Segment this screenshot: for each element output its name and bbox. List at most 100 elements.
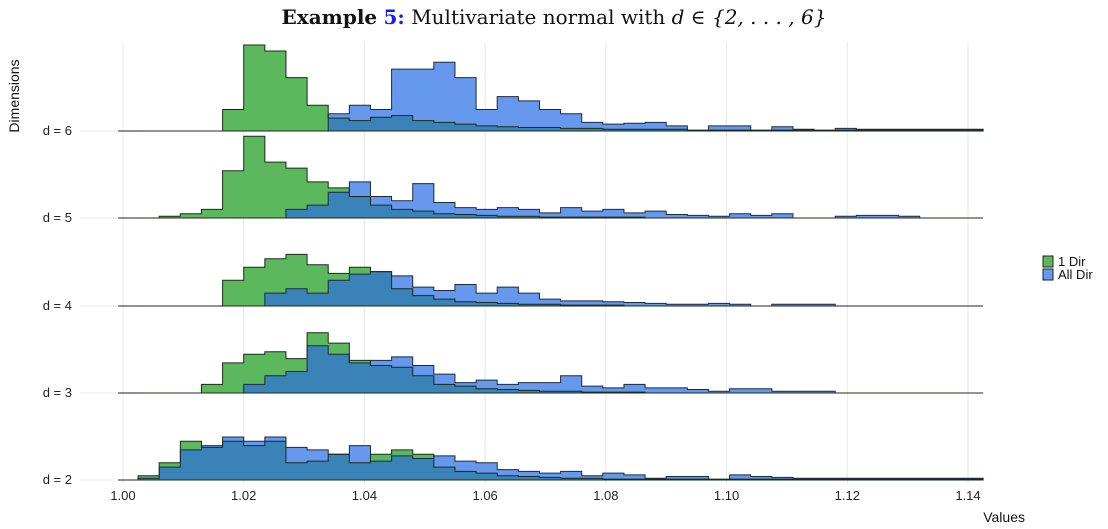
- overlap-bin-0-21: [581, 128, 604, 131]
- histogram-rows: [118, 44, 984, 481]
- x-tick-label-3: 1.06: [472, 488, 497, 503]
- overlap-bin-4-2: [180, 449, 202, 480]
- overlap-bin-3-15: [454, 386, 477, 393]
- legend-label-1: All Dir: [1058, 267, 1093, 282]
- one-dir-outline-2: [138, 253, 984, 307]
- overlap-bin-0-9: [328, 118, 350, 131]
- title-math: d ∈ {2, . . . , 6}: [671, 5, 827, 29]
- overlap-bin-1-18: [518, 216, 540, 218]
- overlap-bin-0-13: [412, 120, 435, 131]
- overlap-bin-3-6: [264, 375, 287, 393]
- overlap-bin-4-21: [581, 478, 604, 480]
- overlap-bin-1-10: [349, 196, 371, 218]
- overlap-bin-3-13: [412, 375, 435, 393]
- overlap-bin-2-19: [539, 304, 561, 306]
- y-tick-label-4: d = 2: [43, 472, 72, 487]
- overlap-bin-1-15: [454, 214, 477, 218]
- overlap-bin-0-11: [370, 117, 392, 131]
- x-tick-label-4: 1.08: [593, 488, 618, 503]
- overlap-bin-2-17: [497, 303, 519, 306]
- overlap-bin-2-13: [412, 295, 435, 306]
- overlap-bin-3-20: [560, 391, 583, 393]
- all-dir-outline-3: [138, 345, 984, 394]
- overlap-bin-0-10: [349, 120, 371, 131]
- x-tick-label-0: 1.00: [110, 488, 135, 503]
- overlap-bin-2-16: [476, 302, 498, 306]
- overlap-bin-1-14: [433, 213, 456, 218]
- overlap-bin-0-16: [476, 125, 498, 131]
- one-dir-outline-3: [138, 332, 984, 394]
- overlap-bin-4-20: [560, 478, 583, 480]
- overlap-bin-4-6: [264, 441, 287, 480]
- title-text: Multivariate normal with: [411, 5, 666, 29]
- title-reference-link[interactable]: 5:: [383, 5, 405, 29]
- y-tick-label-0: d = 6: [43, 123, 72, 138]
- overlap-bin-4-16: [476, 473, 498, 480]
- histogram-row-0: [118, 44, 984, 132]
- all-dir-outline-1: [138, 181, 984, 219]
- overlap-bin-0-17: [497, 126, 519, 131]
- legend-label-0: 1 Dir: [1058, 254, 1086, 269]
- x-tick-label-5: 1.10: [714, 488, 739, 503]
- overlap-bin-4-8: [307, 461, 329, 480]
- legend-swatch-0: [1042, 255, 1054, 268]
- overlap-bin-0-23: [623, 129, 646, 131]
- overlap-bin-1-9: [328, 192, 350, 218]
- overlap-bin-4-0: [138, 478, 160, 480]
- overlap-bin-3-10: [349, 362, 371, 393]
- overlap-bin-4-7: [285, 462, 308, 480]
- all-dir-outline-2: [138, 271, 984, 307]
- x-tick-label-1: 1.02: [231, 488, 256, 503]
- overlap-bin-2-15: [454, 301, 477, 306]
- overlap-bin-3-11: [370, 365, 392, 393]
- overlap-bin-2-11: [370, 271, 392, 306]
- overlap-bin-3-8: [307, 345, 329, 393]
- overlap-bin-0-18: [518, 127, 540, 131]
- overlap-bin-4-14: [433, 467, 456, 480]
- overlap-bin-4-9: [328, 454, 350, 480]
- y-tick-label-3: d = 3: [43, 385, 72, 400]
- y-axis-title: Dimensions: [6, 59, 22, 132]
- overlap-bin-4-1: [159, 467, 181, 480]
- x-axis: 1.00 1.02 1.04 1.06 1.08 1.10 1.12 1.14: [110, 488, 980, 503]
- overlap-bin-1-8: [307, 205, 329, 218]
- overlap-bin-3-12: [391, 367, 414, 393]
- chart-title: Example 5: Multivariate normal with d ∈ …: [0, 5, 1108, 29]
- legend-swatch-1: [1042, 268, 1054, 281]
- overlap-bin-0-20: [560, 128, 583, 131]
- overlap-bin-2-6: [264, 293, 287, 306]
- overlap-bin-2-9: [328, 280, 350, 306]
- histogram-row-1: [118, 135, 984, 219]
- overlap-bin-2-14: [433, 299, 456, 306]
- overlap-bin-3-17: [497, 389, 519, 393]
- overlap-bin-0-15: [454, 124, 477, 131]
- overlap-bin-4-5: [243, 445, 266, 480]
- title-bold: Example: [281, 5, 378, 29]
- overlap-bin-3-5: [243, 384, 266, 393]
- overlap-bin-3-18: [518, 390, 540, 393]
- one-dir-outline-1: [138, 135, 984, 219]
- overlap-bin-1-11: [370, 205, 392, 218]
- histogram-row-4: [118, 436, 984, 481]
- y-axis: d = 6 d = 5 d = 4 d = 3 d = 2: [43, 123, 72, 487]
- histogram-row-2: [118, 253, 984, 307]
- overlap-bin-2-7: [285, 288, 308, 306]
- overlap-bin-0-22: [602, 129, 625, 131]
- overlap-bin-3-14: [433, 384, 456, 393]
- overlap-bin-0-25: [666, 129, 688, 131]
- overlap-bin-4-13: [412, 458, 435, 480]
- overlap-bin-3-9: [328, 354, 350, 393]
- overlap-bin-2-10: [349, 274, 371, 306]
- overlap-bin-4-17: [497, 475, 519, 480]
- histogram-row-3: [118, 332, 984, 394]
- overlap-bin-4-18: [518, 476, 540, 480]
- overlap-bin-4-11: [370, 461, 392, 480]
- overlap-bin-1-7: [285, 209, 308, 218]
- overlap-bin-3-16: [476, 388, 498, 393]
- overlap-bin-1-17: [497, 216, 519, 218]
- x-tick-label-2: 1.04: [352, 488, 377, 503]
- overlap-bin-4-3: [201, 447, 223, 480]
- overlap-bin-0-12: [391, 115, 414, 131]
